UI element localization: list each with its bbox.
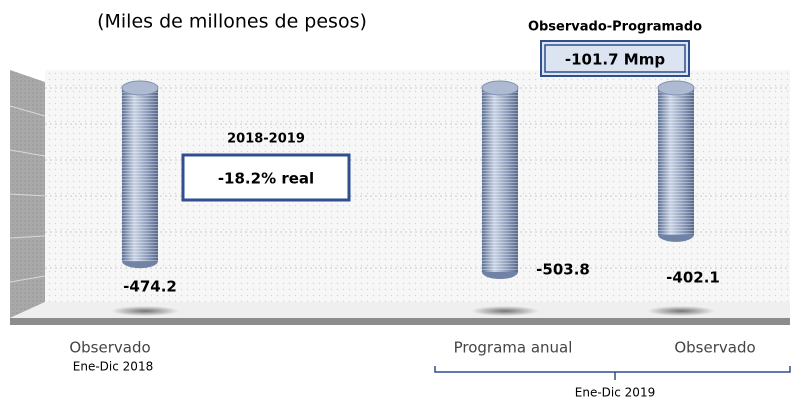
- annotation-box: [181, 153, 351, 202]
- data-label: -474.2: [123, 278, 177, 296]
- group-bracket: [434, 366, 791, 380]
- bar-texture: [122, 88, 158, 262]
- annotation-title: Observado-Programado: [528, 20, 702, 35]
- data-label: -402.1: [666, 269, 720, 287]
- chart-title: (Miles de millones de pesos): [97, 11, 367, 33]
- bar-cap: [657, 80, 695, 96]
- x-tick-label: Programa anual: [454, 339, 573, 357]
- bar-texture: [658, 88, 694, 235]
- bar-cap: [481, 80, 519, 96]
- annotation-text: -18.2% real: [218, 170, 314, 188]
- x-tick-label: Observado: [674, 339, 755, 357]
- bar-shadow: [647, 306, 715, 316]
- bar-shadow: [471, 306, 539, 316]
- data-label: -503.8: [536, 261, 590, 279]
- bar-texture: [482, 88, 518, 272]
- annotation-title: 2018-2019: [227, 132, 305, 147]
- x-tick-label: Observado: [69, 339, 150, 357]
- annotation-box-inner: [544, 44, 686, 73]
- bar-shadow: [111, 306, 179, 316]
- group-label: Ene-Dic 2018: [73, 360, 153, 374]
- annotation-text: -101.7 Mmp: [565, 51, 665, 69]
- group-label: Ene-Dic 2019: [575, 386, 655, 400]
- bar-cap: [121, 80, 159, 96]
